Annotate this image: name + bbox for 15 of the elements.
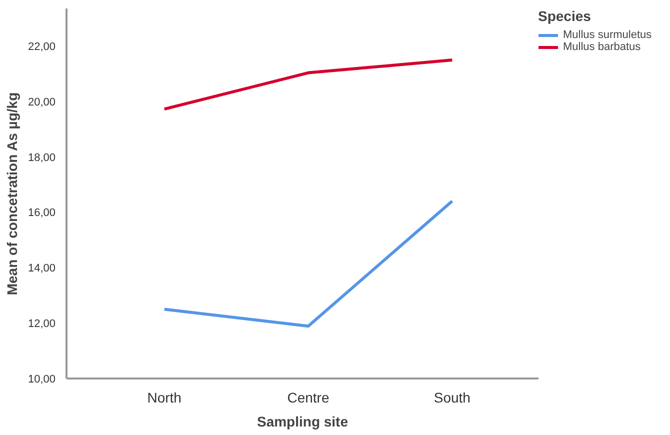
x-tick-label: South <box>434 390 470 406</box>
x-axis-title: Sampling site <box>256 414 348 430</box>
y-tick-label: 14,00 <box>28 262 56 275</box>
y-tick-label: 10,00 <box>28 374 56 386</box>
y-tick-label: 18,00 <box>28 152 56 164</box>
x-tick-label: North <box>147 390 182 406</box>
y-tick-label: 12,00 <box>28 318 56 330</box>
x-tick-label: Centre <box>287 390 330 406</box>
y-tick-label: 16,00 <box>28 207 56 220</box>
legend-label: Mullus barbatus <box>563 41 641 53</box>
y-tick-label: 22,00 <box>28 40 56 53</box>
legend-title: Species <box>538 8 592 24</box>
y-tick-label: 20,00 <box>28 96 56 108</box>
legend-label: Mullus surmuletus <box>563 29 652 41</box>
y-axis-title: Mean of concetration As µg/kg <box>4 92 20 296</box>
